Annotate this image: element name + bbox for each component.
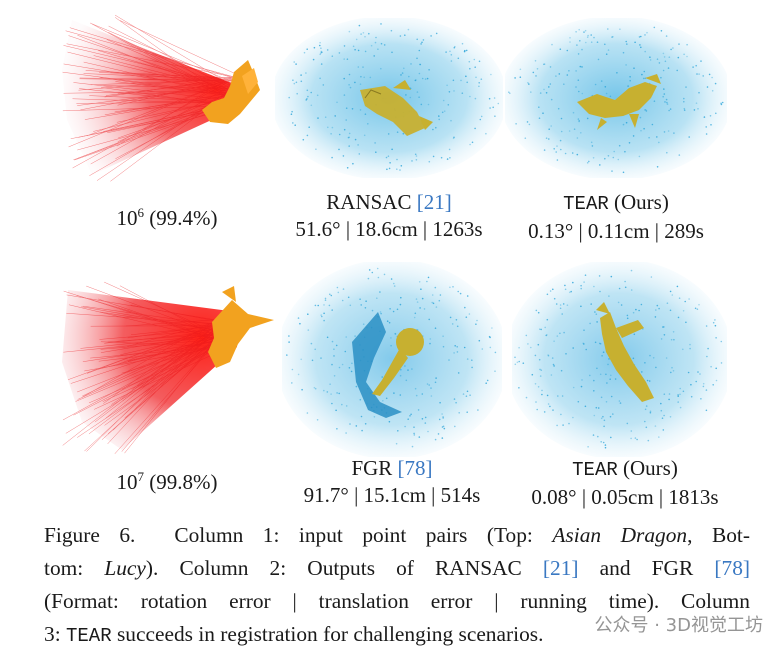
watermark: 公众号 · 3D视觉工坊	[594, 615, 763, 636]
citation-link[interactable]: [21]	[542, 556, 579, 580]
method-name: TEAR (Ours)	[563, 190, 669, 215]
point-count-exponent: 7	[137, 469, 145, 484]
panel-input-pairs-lucy	[62, 272, 277, 457]
input-correspondences-image	[62, 281, 274, 454]
method-name: FGR [78]	[351, 456, 433, 480]
panel-tear-output-lucy	[512, 262, 727, 457]
panel-fgr-output	[282, 262, 502, 457]
method-name: TEAR (Ours)	[572, 456, 678, 481]
fgr-registration-image	[282, 262, 502, 457]
outlier-ratio: (99.4%)	[149, 206, 218, 230]
method-name: RANSAC [21]	[326, 190, 452, 214]
caption-line-2: tom: Lucy). Column 2: Outputs of RANSAC …	[44, 556, 751, 580]
ransac-registration-image	[275, 18, 503, 178]
tear-registration-image	[512, 262, 727, 457]
citation-link[interactable]: [78]	[714, 556, 751, 580]
citation-link[interactable]: [21]	[416, 190, 452, 214]
point-count-exponent: 6	[137, 205, 145, 220]
method-metrics: 91.7° | 15.1cm | 514s	[303, 483, 481, 507]
panel-ransac-output	[275, 18, 503, 178]
col2-top-label: RANSAC [21] 51.6° | 18.6cm | 1263s	[275, 189, 503, 243]
col1-top-label: 106 (99.4%)	[82, 205, 252, 232]
outlier-ratio: (99.8%)	[149, 470, 218, 494]
caption-line-4: 3: TEAR succeeds in registration for cha…	[44, 622, 544, 647]
point-count-base: 10	[116, 206, 138, 230]
figure-label: Figure 6.	[44, 523, 136, 547]
method-metrics: 0.08° | 0.05cm | 1813s	[531, 485, 719, 509]
panel-input-pairs-dragon	[62, 10, 272, 195]
col3-bottom-label: TEAR (Ours) 0.08° | 0.05cm | 1813s	[505, 455, 745, 511]
method-metrics: 0.13° | 0.11cm | 289s	[528, 219, 704, 243]
col2-bottom-label: FGR [78] 91.7° | 15.1cm | 514s	[282, 455, 502, 509]
col3-top-label: TEAR (Ours) 0.13° | 0.11cm | 289s	[505, 189, 727, 245]
caption-line-3: (Format: rotation error | translation er…	[44, 589, 750, 613]
figure-caption: Figure 6. Column 1: input point pairs (T…	[44, 519, 750, 653]
point-count-base: 10	[116, 470, 138, 494]
caption-line-1: Figure 6. Column 1: input point pairs (T…	[44, 523, 750, 547]
panel-tear-output-dragon	[505, 18, 727, 178]
input-correspondences-image	[62, 14, 260, 182]
method-metrics: 51.6° | 18.6cm | 1263s	[295, 217, 483, 241]
tear-registration-image	[505, 18, 727, 178]
col1-bottom-label: 107 (99.8%)	[82, 469, 252, 496]
citation-link[interactable]: [78]	[397, 456, 433, 480]
